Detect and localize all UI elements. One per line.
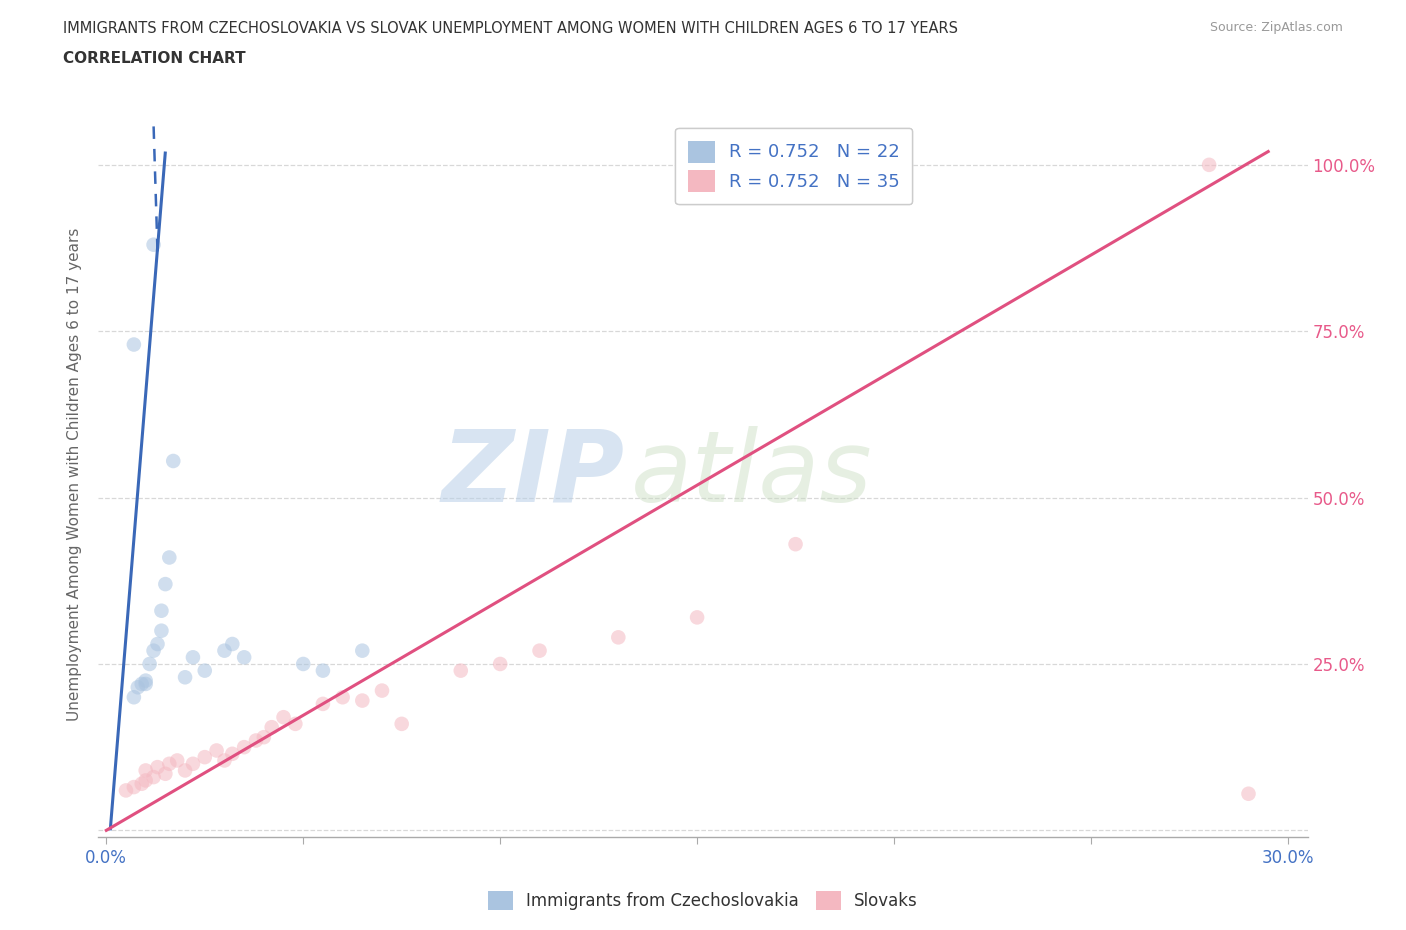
Point [155,577,177,591]
Point [166,753,188,768]
Point [686,610,709,625]
Point [142,770,165,785]
Point [352,693,374,708]
Point [135,763,157,777]
Point [292,657,315,671]
Text: ZIP: ZIP [441,426,624,523]
Point [142,237,165,252]
Point [174,763,197,777]
Point [181,756,204,771]
Point [122,779,145,794]
Point [157,756,180,771]
Point [122,690,145,705]
Text: IMMIGRANTS FROM CZECHOSLOVAKIA VS SLOVAK UNEMPLOYMENT AMONG WOMEN WITH CHILDREN : IMMIGRANTS FROM CZECHOSLOVAKIA VS SLOVAK… [63,21,959,36]
Point [260,720,283,735]
Point [529,644,551,658]
Point [135,773,157,788]
Point [150,604,173,618]
Point [127,680,149,695]
Point [233,739,256,754]
Point [371,684,394,698]
Point [194,663,217,678]
Point [450,663,472,678]
Point [115,783,138,798]
Point [142,644,165,658]
Point [146,760,169,775]
Point [131,676,153,691]
Point [194,750,217,764]
Point [131,777,153,791]
Point [135,673,157,688]
Point [221,636,243,651]
Legend: Immigrants from Czechoslovakia, Slovaks: Immigrants from Czechoslovakia, Slovaks [481,884,925,917]
Text: Source: ZipAtlas.com: Source: ZipAtlas.com [1209,21,1343,34]
Point [205,743,228,758]
Point [214,753,236,768]
Point [155,766,177,781]
Point [181,650,204,665]
Point [332,690,354,705]
Point [122,337,145,352]
Point [214,644,236,658]
Point [233,650,256,665]
Point [162,454,184,469]
Point [221,747,243,762]
Point [146,636,169,651]
Point [312,697,335,711]
Point [150,623,173,638]
Point [607,630,630,644]
Point [785,537,807,551]
Text: atlas: atlas [630,426,872,523]
Point [391,716,413,731]
Point [284,716,307,731]
Point [489,657,512,671]
Legend: R = 0.752   N = 22, R = 0.752   N = 35: R = 0.752 N = 22, R = 0.752 N = 35 [675,128,912,205]
Point [312,663,335,678]
Point [138,657,160,671]
Point [157,550,180,565]
Text: CORRELATION CHART: CORRELATION CHART [63,51,246,66]
Y-axis label: Unemployment Among Women with Children Ages 6 to 17 years: Unemployment Among Women with Children A… [67,228,83,721]
Point [1198,157,1220,172]
Point [245,733,267,748]
Point [273,710,295,724]
Point [352,644,374,658]
Point [135,676,157,691]
Point [253,730,276,745]
Point [1237,786,1260,801]
Point [174,670,197,684]
